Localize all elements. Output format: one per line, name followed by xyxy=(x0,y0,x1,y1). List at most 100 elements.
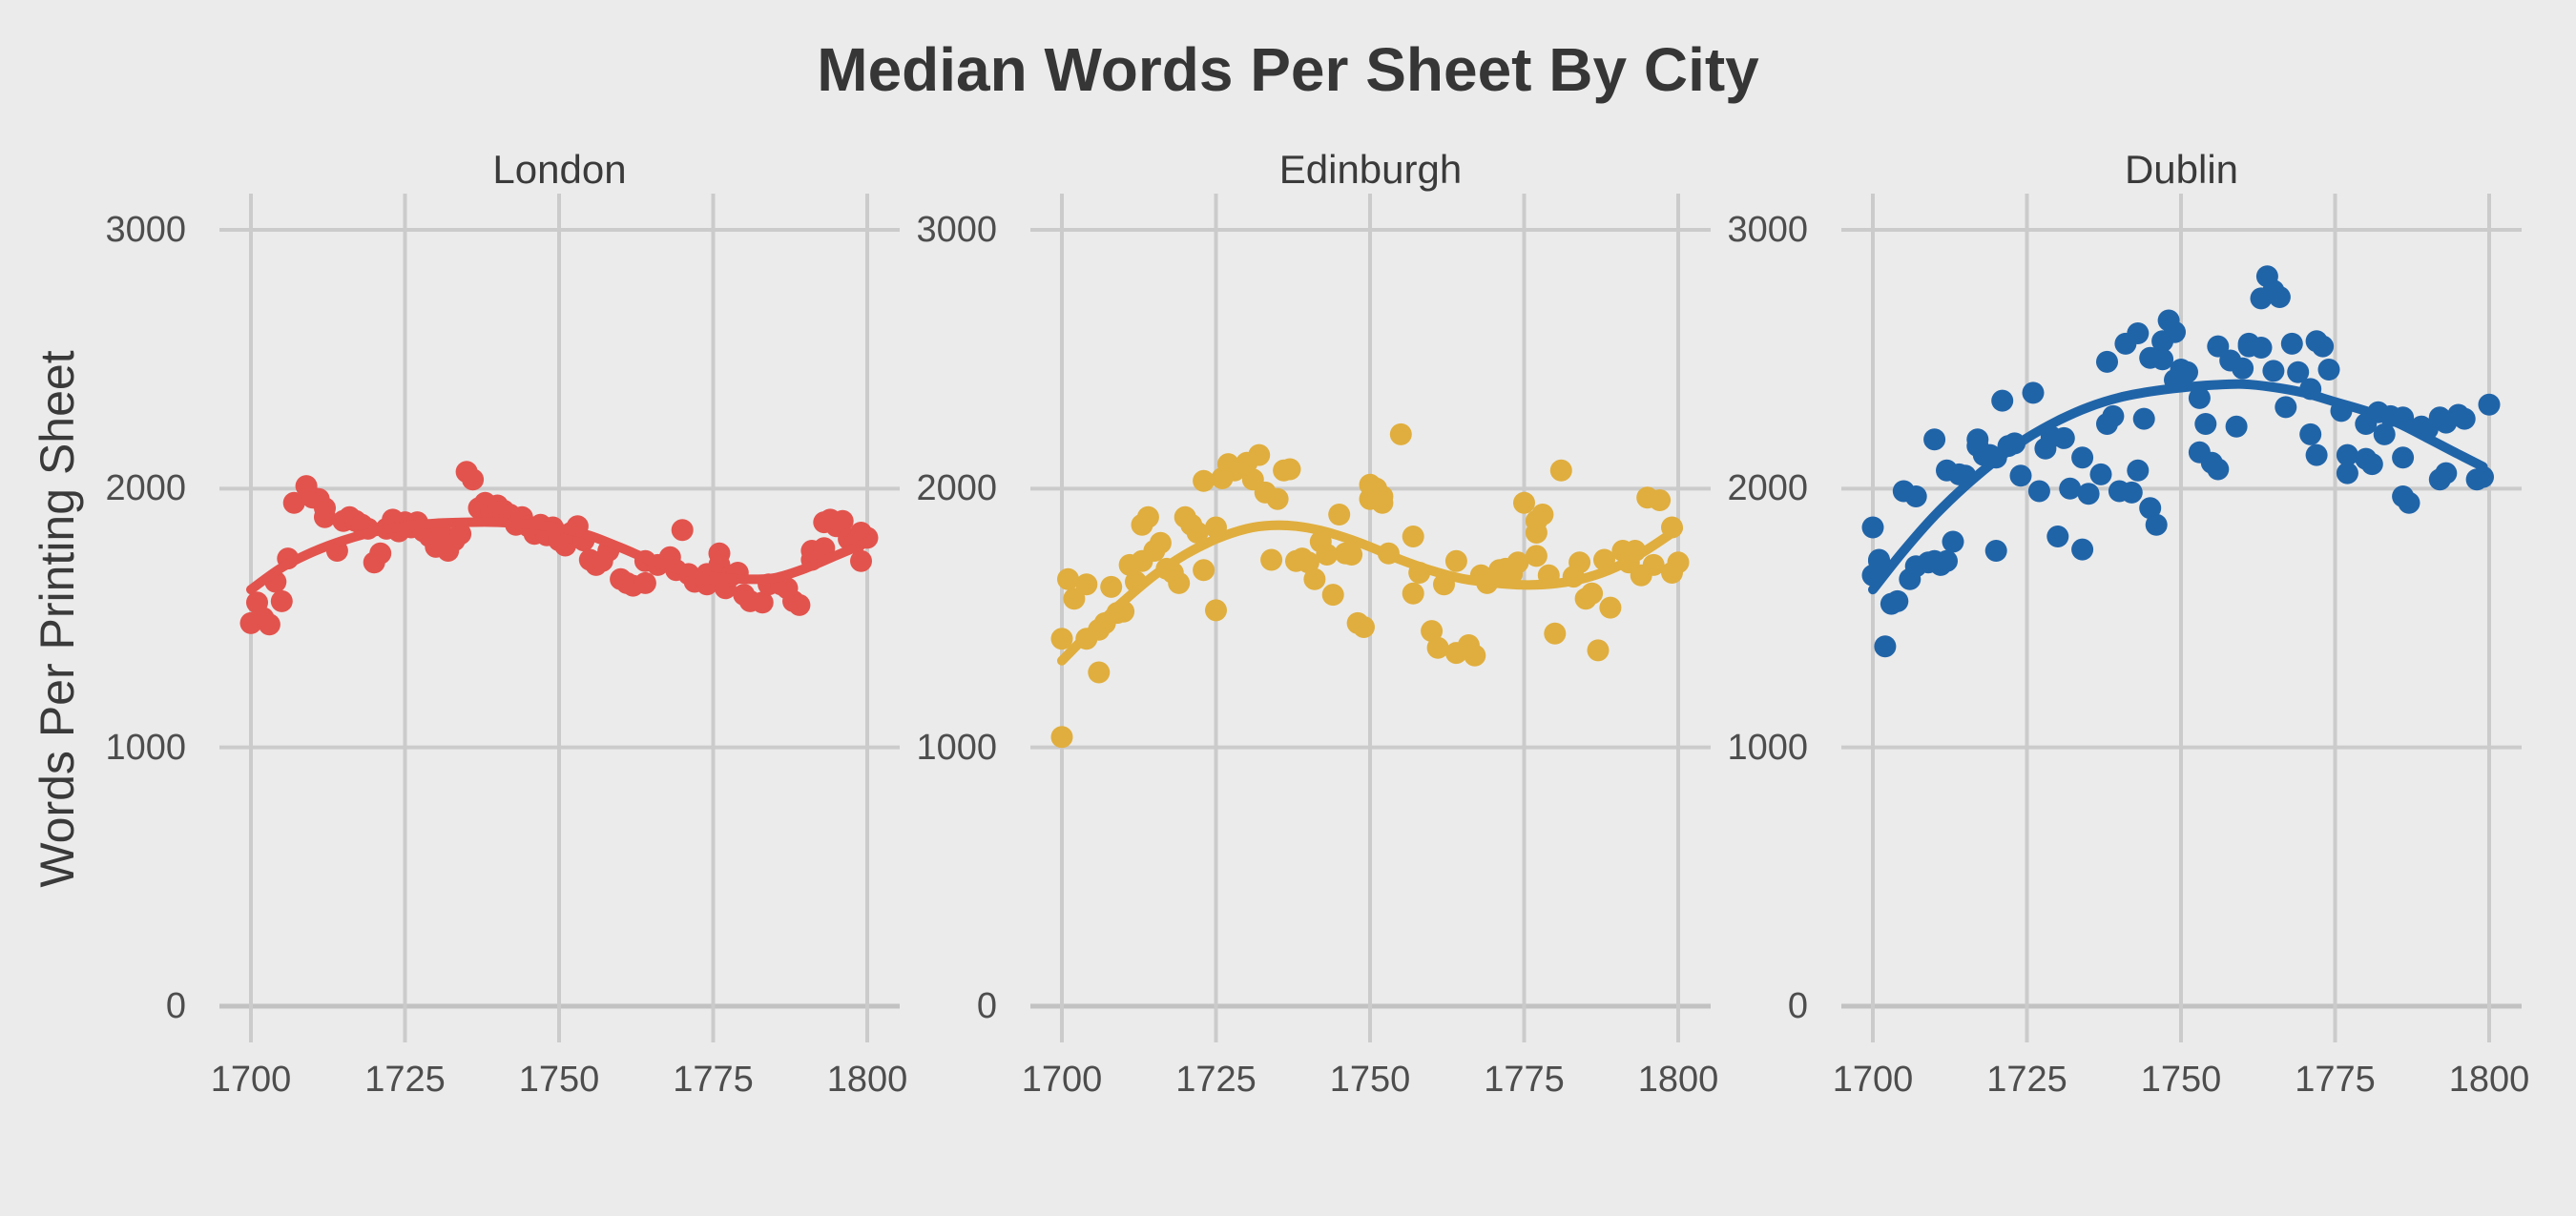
trend-line xyxy=(246,517,872,595)
data-point xyxy=(2232,357,2254,380)
data-point xyxy=(2312,335,2335,358)
y-tick-label: 3000 xyxy=(1727,210,1808,250)
y-tick-label: 1000 xyxy=(105,727,186,768)
data-point xyxy=(2275,396,2297,419)
data-point xyxy=(2164,320,2186,343)
data-point xyxy=(369,542,392,565)
x-tick-label: 1800 xyxy=(2448,1060,2530,1100)
data-point xyxy=(1642,553,1665,576)
data-point xyxy=(2188,386,2211,409)
data-point xyxy=(1088,661,1111,684)
data-point xyxy=(2207,458,2230,481)
x-tick-label: 1750 xyxy=(2140,1060,2222,1100)
data-point xyxy=(2360,453,2383,476)
data-point xyxy=(1649,489,1672,511)
data-point xyxy=(1525,545,1548,567)
data-point xyxy=(1100,575,1123,598)
data-point xyxy=(2139,497,2162,520)
data-point xyxy=(1444,549,1467,572)
data-point xyxy=(1991,389,2014,412)
data-point xyxy=(1402,582,1424,605)
data-point xyxy=(1544,622,1567,645)
data-point xyxy=(1874,635,1897,658)
data-point xyxy=(2151,348,2174,371)
data-point xyxy=(258,613,280,636)
data-point xyxy=(2096,350,2118,373)
x-tick-label: 1775 xyxy=(1484,1060,1565,1100)
data-point xyxy=(2027,480,2050,503)
y-tick-label: 0 xyxy=(165,986,186,1026)
y-tick-label: 1000 xyxy=(916,727,997,768)
y-tick-label: 1000 xyxy=(1727,727,1808,768)
data-point xyxy=(1340,544,1363,566)
data-point xyxy=(1316,544,1339,566)
data-point xyxy=(2145,513,2168,536)
data-point xyxy=(1075,573,1098,596)
data-point xyxy=(1861,516,1884,539)
data-point xyxy=(1587,639,1610,662)
y-tick-label: 0 xyxy=(1787,986,1808,1026)
data-point xyxy=(2071,538,2094,561)
data-point xyxy=(1303,567,1326,590)
x-tick-label: 1800 xyxy=(1637,1060,1719,1100)
data-point xyxy=(282,491,305,514)
data-point xyxy=(449,523,472,546)
x-tick-label: 1725 xyxy=(364,1060,446,1100)
data-point xyxy=(1549,459,1572,482)
data-point xyxy=(634,571,656,594)
data-point xyxy=(2305,443,2328,466)
data-point xyxy=(2250,337,2273,359)
facet-plot-area-dublin xyxy=(1841,194,2522,1042)
data-point xyxy=(2022,381,2045,404)
data-point xyxy=(2478,393,2501,416)
data-point xyxy=(2268,286,2291,308)
x-tick-label: 1775 xyxy=(2295,1060,2376,1100)
data-point xyxy=(1260,548,1283,571)
facet-plot-area-london xyxy=(219,194,900,1042)
data-point xyxy=(2373,423,2396,445)
data-point xyxy=(2176,361,2198,383)
data-point xyxy=(2127,322,2150,344)
facet-title-london: London xyxy=(492,147,627,192)
data-point xyxy=(2194,413,2217,435)
data-point xyxy=(1984,540,2007,562)
data-point xyxy=(751,591,774,614)
x-tick-label: 1775 xyxy=(673,1060,754,1100)
data-point xyxy=(1353,616,1375,638)
data-point xyxy=(1193,469,1215,492)
data-point xyxy=(831,509,854,532)
data-point xyxy=(2317,359,2340,381)
data-point xyxy=(2453,407,2476,430)
data-point xyxy=(2336,443,2358,466)
x-tick-label: 1725 xyxy=(1175,1060,1257,1100)
x-tick-label: 1700 xyxy=(210,1060,292,1100)
data-point xyxy=(1205,599,1227,622)
facet-title-edinburgh: Edinburgh xyxy=(1278,147,1463,192)
x-tick-label: 1725 xyxy=(1986,1060,2067,1100)
data-point xyxy=(1266,487,1289,510)
data-point xyxy=(2225,415,2248,438)
data-point xyxy=(1421,620,1444,643)
data-point xyxy=(1050,726,1073,749)
data-point xyxy=(314,497,336,520)
data-point xyxy=(1149,531,1172,554)
data-point xyxy=(1513,491,1535,514)
data-point xyxy=(2059,477,2082,500)
y-tick-label: 0 xyxy=(976,986,997,1026)
data-point xyxy=(1278,458,1301,481)
data-point xyxy=(1936,549,1958,572)
data-point xyxy=(2287,361,2310,383)
data-point xyxy=(2077,483,2100,505)
data-point xyxy=(1525,522,1548,544)
data-point xyxy=(1886,589,1909,612)
data-point xyxy=(1193,559,1215,582)
y-tick-label: 2000 xyxy=(916,468,997,509)
data-point xyxy=(1321,584,1344,607)
x-tick-label: 1750 xyxy=(1329,1060,1411,1100)
data-point xyxy=(2009,464,2032,487)
data-point xyxy=(1063,587,1086,610)
trend-line xyxy=(1868,379,2488,595)
data-point xyxy=(1942,530,1964,553)
data-point xyxy=(1868,548,1890,571)
